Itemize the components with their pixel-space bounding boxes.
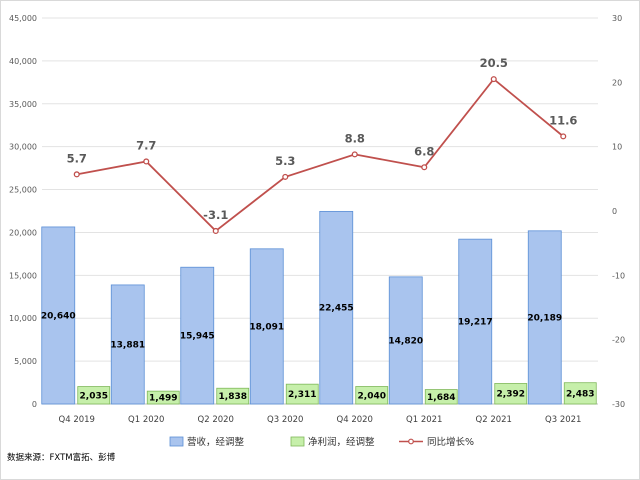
legend-label-net-profit: 净利润，经调整 bbox=[308, 436, 375, 448]
net-profit-bar bbox=[424, 389, 458, 405]
revenue-value-label: 18,091 bbox=[249, 322, 284, 332]
right-axis-ticks: -30 -20 -10 0 10 20 30 bbox=[612, 14, 625, 409]
revenue-value-label: 22,455 bbox=[319, 304, 354, 314]
legend-item-revenue: 营收，经调整 bbox=[169, 436, 245, 448]
bars: 20,640 2,035 13,881 1,499 15,945 1,838 18,091 2… bbox=[41, 210, 597, 405]
growth-line-path bbox=[76, 77, 564, 233]
growth-value-label: 11.6 bbox=[549, 113, 577, 127]
x-axis-category-label: Q1 2021 bbox=[406, 415, 442, 425]
growth-value-label: -3.1 bbox=[203, 208, 228, 222]
legend-swatch-revenue bbox=[169, 436, 184, 447]
left-axis-tick-label: 35,000 bbox=[9, 100, 37, 109]
revenue-value-label: 14,820 bbox=[388, 336, 423, 346]
growth-point bbox=[73, 171, 80, 178]
net-profit-value-label: 2,035 bbox=[80, 391, 108, 401]
net-profit-bar bbox=[77, 386, 111, 405]
revenue-bar bbox=[249, 248, 284, 405]
right-axis-tick-label: 20 bbox=[612, 78, 622, 87]
x-axis-category-label: Q3 2020 bbox=[267, 415, 303, 425]
growth-value-label: 8.8 bbox=[345, 131, 365, 145]
growth-value-label: 5.3 bbox=[275, 154, 295, 168]
net-profit-value-label: 1,684 bbox=[427, 393, 455, 403]
revenue-bar bbox=[388, 276, 423, 405]
net-profit-bar bbox=[563, 382, 597, 405]
right-axis-tick-label: -10 bbox=[612, 271, 625, 280]
left-axis-ticks: 0 5,000 10,000 15,000 20,000 25,000 30,000 35,0… bbox=[9, 14, 37, 409]
net-profit-value-label: 2,392 bbox=[497, 390, 525, 400]
left-axis-tick-label: 0 bbox=[32, 400, 37, 409]
growth-value-label: 20.5 bbox=[480, 56, 508, 70]
revenue-value-label: 19,217 bbox=[458, 318, 493, 328]
legend: 营收，经调整 净利润，经调整 同比增长% bbox=[169, 436, 474, 448]
net-profit-value-label: 1,838 bbox=[219, 392, 247, 402]
revenue-value-label: 20,189 bbox=[527, 313, 562, 323]
right-axis-tick-label: -20 bbox=[612, 336, 625, 345]
growth-line: 5.7 7.7 -3.1 5.3 8.8 6.8 20.5 11.6 bbox=[67, 56, 577, 234]
legend-swatch-net-profit bbox=[290, 436, 305, 447]
growth-point bbox=[421, 164, 428, 171]
left-axis-tick-label: 45,000 bbox=[9, 14, 37, 23]
legend-label-yoy-growth: 同比增长% bbox=[427, 436, 474, 448]
net-profit-bar bbox=[355, 386, 389, 405]
growth-point bbox=[212, 227, 219, 234]
revenue-bar bbox=[110, 284, 145, 405]
growth-point bbox=[490, 76, 497, 83]
net-profit-bar bbox=[285, 383, 319, 405]
x-axis-category-label: Q4 2020 bbox=[337, 415, 373, 425]
legend-label-revenue: 营收，经调整 bbox=[187, 436, 245, 448]
legend-item-yoy-growth: 同比增长% bbox=[399, 436, 474, 448]
x-axis-category-label: Q1 2020 bbox=[128, 415, 164, 425]
revenue-bar bbox=[458, 238, 493, 405]
x-axis-category-label: Q3 2021 bbox=[545, 415, 581, 425]
x-axis-category-label: Q2 2020 bbox=[198, 415, 234, 425]
left-axis-tick-label: 25,000 bbox=[9, 186, 37, 195]
left-axis-tick-label: 20,000 bbox=[9, 228, 37, 237]
growth-point bbox=[143, 158, 150, 165]
x-axis-category-label: Q4 2019 bbox=[59, 415, 95, 425]
growth-point bbox=[282, 173, 289, 180]
left-axis-tick-label: 5,000 bbox=[14, 357, 37, 366]
right-axis-tick-label: 10 bbox=[612, 143, 622, 152]
revenue-value-label: 20,640 bbox=[41, 311, 76, 321]
legend-item-net-profit: 净利润，经调整 bbox=[290, 436, 375, 448]
right-axis-tick-label: 30 bbox=[612, 14, 622, 23]
revenue-bar bbox=[41, 226, 76, 405]
growth-point bbox=[351, 151, 358, 158]
net-profit-value-label: 2,483 bbox=[566, 389, 594, 399]
growth-value-label: 7.7 bbox=[136, 138, 156, 152]
x-axis-category-label: Q2 2021 bbox=[476, 415, 512, 425]
category-labels: Q4 2019 Q1 2020 Q2 2020 Q3 2020 Q4 2020 Q1 20… bbox=[59, 415, 582, 425]
growth-value-label: 5.7 bbox=[67, 151, 87, 165]
revenue-value-label: 13,881 bbox=[110, 340, 145, 350]
right-axis-tick-label: 0 bbox=[612, 207, 617, 216]
legend-marker-yoy-growth bbox=[408, 438, 414, 445]
net-profit-value-label: 2,040 bbox=[358, 391, 386, 401]
net-profit-bar bbox=[146, 390, 180, 405]
left-axis-tick-label: 10,000 bbox=[9, 314, 37, 323]
revenue-bar bbox=[180, 266, 215, 405]
net-profit-value-label: 1,499 bbox=[149, 394, 177, 404]
left-axis-tick-label: 30,000 bbox=[9, 143, 37, 152]
net-profit-bar bbox=[494, 383, 528, 405]
right-axis-tick-label: -30 bbox=[612, 400, 625, 409]
revenue-bar bbox=[527, 230, 562, 405]
net-profit-value-label: 2,311 bbox=[288, 390, 316, 400]
growth-value-label: 6.8 bbox=[414, 144, 434, 158]
revenue-value-label: 15,945 bbox=[180, 332, 215, 342]
left-axis-tick-label: 40,000 bbox=[9, 57, 37, 66]
revenue-bar bbox=[319, 210, 354, 405]
left-axis-tick-label: 15,000 bbox=[9, 271, 37, 280]
net-profit-bar bbox=[216, 387, 250, 405]
source-note: 数据来源：FXTM富拓、彭博 bbox=[7, 452, 116, 463]
growth-point bbox=[560, 133, 567, 140]
